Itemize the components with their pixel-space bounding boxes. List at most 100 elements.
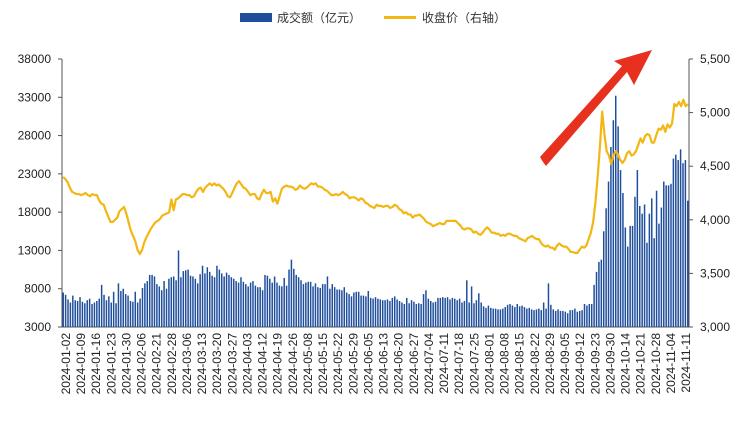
- volume-bar: [598, 261, 600, 327]
- volume-bar: [617, 126, 619, 327]
- volume-bar: [124, 294, 127, 327]
- volume-bar: [535, 309, 538, 327]
- volume-bar: [557, 309, 559, 327]
- volume-bar: [105, 300, 108, 327]
- legend-line-label: 收盘价（右轴）: [422, 10, 506, 25]
- volume-bar: [562, 310, 564, 327]
- x-tick-label: 2024-07-11: [437, 333, 451, 394]
- volume-bar: [148, 274, 151, 327]
- volume-bar: [319, 287, 321, 327]
- volume-bar: [297, 277, 300, 327]
- volume-bar: [235, 281, 237, 327]
- x-tick-label: 2024-02-06: [135, 333, 149, 395]
- y-left-tick-label: 23000: [18, 167, 52, 181]
- legend-bar-label: 成交额（亿元）: [277, 10, 361, 25]
- volume-bar: [499, 309, 502, 327]
- x-tick-label: 2024-04-03: [241, 333, 255, 395]
- volume-bar: [69, 302, 72, 327]
- volume-bar: [454, 298, 456, 327]
- x-tick-label: 2024-05-22: [331, 333, 345, 395]
- volume-bar: [374, 297, 377, 327]
- volume-bar: [554, 310, 557, 327]
- volume-bar: [504, 307, 506, 327]
- x-tick-label: 2024-10-21: [634, 333, 648, 395]
- volume-bar: [497, 309, 499, 327]
- volume-bar: [675, 154, 677, 327]
- y-left-tick-label: 8000: [24, 282, 51, 296]
- volume-bar: [62, 292, 64, 327]
- volume-bar: [336, 289, 338, 327]
- volume-bar: [444, 297, 446, 327]
- y-right-tick-label: 4,500: [700, 159, 730, 173]
- volume-bar: [586, 305, 588, 327]
- volume-bar: [614, 95, 617, 327]
- volume-bar: [643, 204, 646, 327]
- volume-bar: [254, 285, 257, 327]
- volume-bar: [290, 259, 293, 327]
- volume-bar: [509, 304, 511, 327]
- volume-bar: [309, 281, 312, 327]
- close-price-line: [62, 98, 689, 256]
- x-tick-label: 2024-09-12: [573, 333, 587, 395]
- volume-bar: [110, 302, 112, 327]
- volume-bar: [384, 300, 386, 327]
- volume-bar: [281, 286, 283, 327]
- volume-bar: [530, 309, 533, 327]
- volume-bar: [490, 307, 492, 327]
- volume-bar: [627, 246, 629, 327]
- volume-bar: [545, 308, 547, 327]
- volume-bar: [98, 298, 100, 327]
- volume-bar: [403, 304, 406, 327]
- x-tick-label: 2024-01-16: [89, 333, 103, 395]
- volume-bar: [461, 302, 463, 327]
- y-left-tick-label: 38000: [18, 52, 52, 66]
- volume-bar: [264, 274, 266, 327]
- volume-bar: [175, 280, 177, 327]
- volume-bar: [117, 283, 120, 327]
- volume-bar: [329, 288, 331, 327]
- x-tick-label: 2024-03-13: [195, 333, 209, 395]
- volume-bar: [112, 291, 115, 327]
- volume-bar: [288, 269, 290, 327]
- y-left-tick-label: 3000: [24, 320, 51, 334]
- volume-bar: [129, 300, 132, 327]
- volume-bar: [271, 282, 273, 327]
- volume-bar: [470, 286, 473, 327]
- volume-bar: [225, 272, 228, 327]
- volume-bar: [571, 310, 574, 327]
- volume-bar: [158, 286, 161, 327]
- x-tick-label: 2024-06-27: [407, 333, 421, 395]
- volume-bar: [172, 276, 175, 327]
- volume-bar: [326, 276, 329, 327]
- volume-bar: [79, 297, 81, 327]
- volume-bar: [189, 275, 192, 327]
- volume-bar: [413, 301, 415, 327]
- volume-bar: [273, 276, 276, 327]
- volume-bar: [245, 284, 247, 327]
- volume-bar: [206, 267, 209, 327]
- volume-bar: [542, 302, 545, 327]
- volume-bar: [168, 278, 170, 327]
- volume-bar: [667, 185, 670, 327]
- x-tick-label: 2024-10-14: [619, 333, 633, 395]
- volume-bar: [386, 299, 389, 327]
- x-tick-label: 2024-05-15: [316, 333, 330, 395]
- volume-bar: [576, 311, 579, 327]
- volume-bar: [420, 304, 422, 327]
- volume-bar: [610, 147, 612, 327]
- volume-bar: [434, 301, 437, 327]
- x-tick-label: 2024-03-27: [225, 333, 239, 395]
- x-tick-label: 2024-04-26: [286, 333, 300, 395]
- volume-bar: [415, 304, 418, 327]
- volume-bar: [487, 305, 490, 327]
- volume-bar: [136, 302, 139, 327]
- volume-bar: [526, 308, 528, 327]
- volume-bar: [213, 277, 216, 327]
- volume-bar: [201, 265, 204, 327]
- volume-bar: [672, 158, 675, 327]
- volume-bar: [278, 285, 281, 327]
- volume-bar: [456, 300, 458, 327]
- volume-bar: [228, 274, 230, 327]
- volume-bar: [160, 290, 163, 327]
- x-tick-label: 2024-08-22: [528, 333, 542, 395]
